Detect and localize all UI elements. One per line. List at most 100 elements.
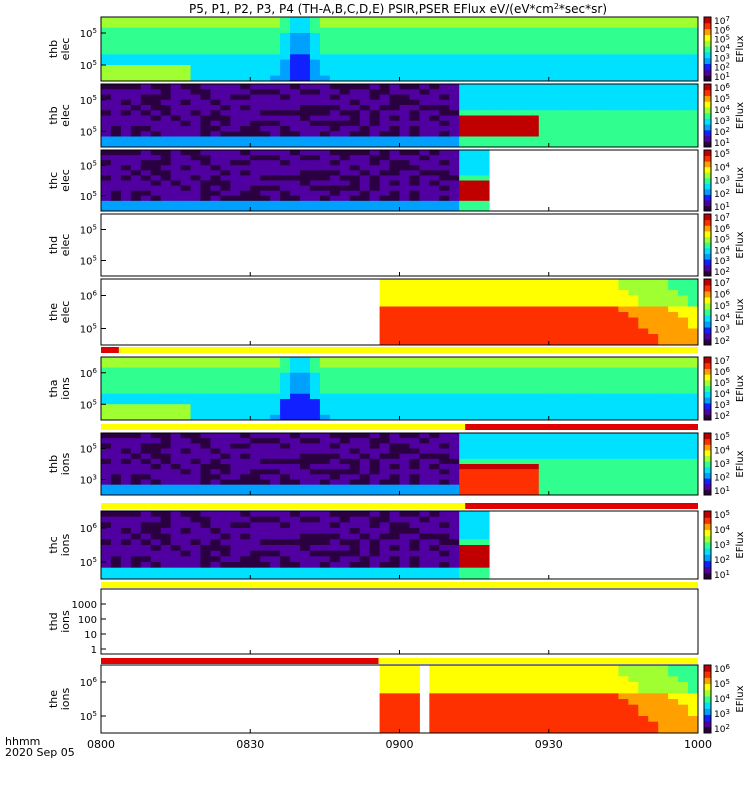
heat-cell [190, 59, 201, 66]
heat-cell [608, 75, 619, 82]
heat-cell [170, 528, 182, 535]
heat-cell [588, 290, 599, 296]
colorbar-tick-label: 105 [714, 509, 730, 521]
heat-cell [339, 38, 351, 45]
heat-cell [608, 290, 619, 296]
y-label-probe: the [47, 303, 60, 321]
heat-cell [359, 105, 371, 111]
heat-cell [518, 328, 530, 335]
colorbar-segment [704, 572, 711, 580]
heat-cell [329, 522, 341, 529]
heat-cell [558, 110, 570, 116]
heat-cell [628, 115, 639, 122]
heat-cell [678, 474, 689, 480]
heat-cell [120, 49, 132, 55]
heat-cell [558, 362, 570, 368]
heat-cell [399, 70, 410, 77]
heat-cell [459, 404, 470, 410]
heat-cell [300, 448, 311, 455]
heat-cell [578, 290, 590, 296]
heat-cell [290, 522, 301, 529]
heat-cell [150, 94, 162, 101]
heat-cell [130, 545, 142, 552]
heat-cell [678, 59, 689, 66]
heat-cell [220, 110, 231, 116]
heat-cell [101, 17, 112, 23]
heat-cell [130, 489, 142, 496]
heat-cell [339, 141, 351, 148]
heat-cell [449, 721, 460, 728]
heat-cell [170, 22, 182, 29]
heat-cell [240, 469, 251, 475]
heat-cell [329, 516, 341, 523]
heat-cell [419, 175, 430, 181]
heat-cell [588, 372, 599, 379]
heat-cell [240, 567, 251, 574]
heat-cell [140, 205, 152, 212]
colorbar-segment [704, 166, 711, 173]
heat-cell [359, 160, 371, 166]
heat-cell [508, 312, 520, 318]
heat-cell [240, 17, 251, 23]
heat-cell [459, 43, 470, 50]
heat-cell [210, 126, 221, 132]
heat-cell [469, 458, 480, 465]
heat-cell [369, 464, 381, 470]
heat-cell [329, 22, 341, 29]
heat-cell [280, 545, 291, 552]
y-tick-label: 105 [80, 556, 97, 569]
heat-cell [300, 205, 311, 212]
heat-cell [230, 362, 241, 368]
heat-cell [339, 474, 351, 480]
heat-cell [150, 567, 162, 574]
heat-cell [210, 516, 221, 523]
heat-cell [558, 317, 570, 324]
heat-cell [459, 295, 470, 302]
heat-cell [300, 195, 311, 202]
heat-cell [150, 550, 162, 557]
heat-cell [399, 328, 410, 335]
heat-cell [528, 65, 540, 71]
heat-cell [230, 59, 241, 66]
heat-cell [538, 295, 550, 302]
heat-cell [429, 458, 440, 465]
heat-cell [508, 131, 520, 137]
heat-cell [588, 120, 599, 127]
heat-cell [140, 120, 152, 127]
heat-cell [489, 84, 500, 90]
heat-cell [150, 383, 162, 389]
colorbar-segment [704, 28, 711, 35]
heat-cell [439, 704, 450, 711]
heat-cell [270, 120, 281, 127]
heat-cell [170, 464, 182, 470]
heat-cell [608, 279, 619, 285]
heat-cell [379, 165, 391, 171]
heat-cell [349, 75, 361, 82]
heat-cell [459, 284, 470, 291]
heat-cell [170, 115, 182, 122]
heat-cell [568, 284, 580, 291]
heat-cell [598, 693, 609, 700]
heat-cell [638, 89, 649, 95]
heat-cell [270, 27, 281, 34]
heat-cell [578, 284, 590, 291]
heat-cell [588, 378, 599, 384]
heat-cell [190, 17, 201, 23]
colorbar-frame [703, 16, 712, 82]
heat-cell [210, 70, 221, 77]
heat-cell [648, 665, 659, 672]
heat-cell [190, 110, 201, 116]
heat-cell [658, 453, 669, 460]
heat-cell [528, 721, 540, 728]
heat-cell [250, 195, 261, 202]
heat-cell [658, 290, 669, 296]
heat-cell [399, 727, 410, 734]
heat-cell [429, 59, 440, 66]
heat-cell [210, 484, 221, 491]
heat-cell [678, 17, 689, 23]
heat-cell [469, 105, 480, 111]
heat-cell [140, 469, 152, 475]
heat-cell [200, 545, 211, 552]
heat-cell [359, 372, 371, 379]
heat-cell [618, 458, 629, 465]
